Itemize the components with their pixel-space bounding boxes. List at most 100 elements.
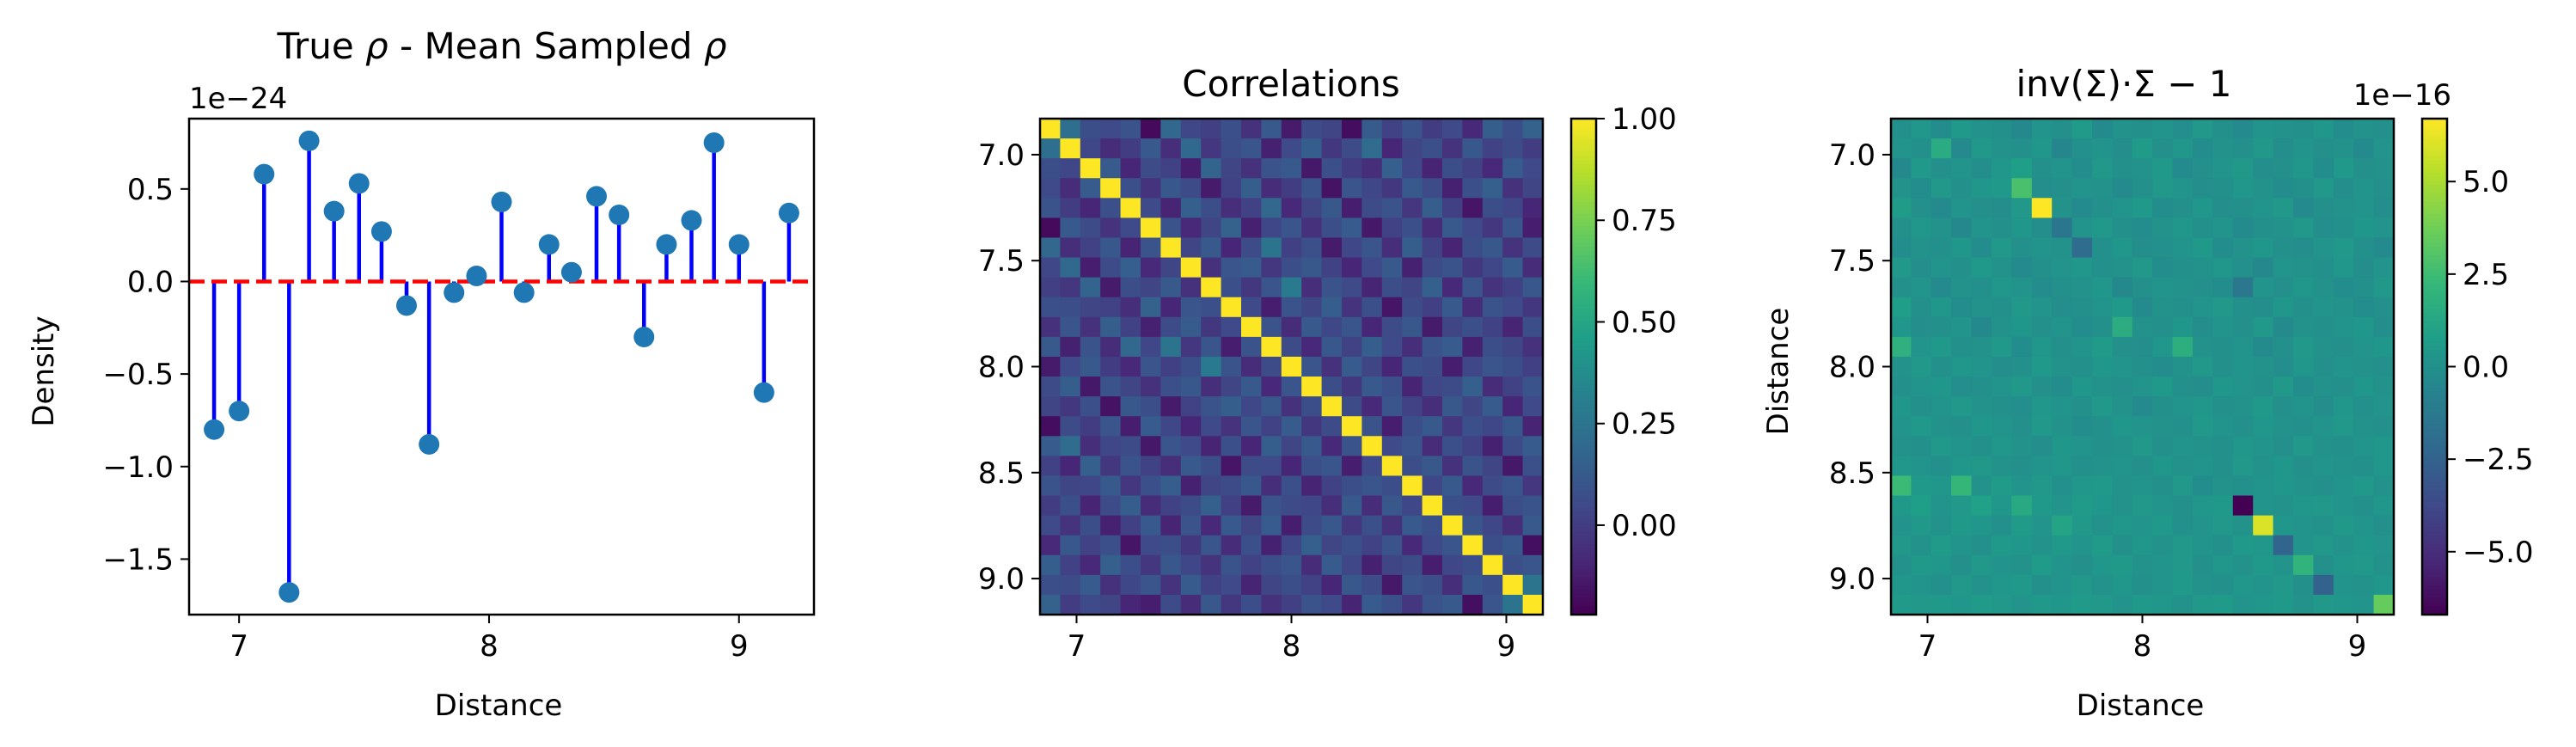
inverse-check-cell: [1971, 475, 1992, 497]
inverse-check-colorbar-segment: [2422, 540, 2447, 545]
inverse-check-cell: [2293, 297, 2314, 318]
correlations-cell: [1462, 237, 1484, 259]
inverse-check-colorbar-segment: [2422, 457, 2447, 462]
inverse-check-cell: [2152, 554, 2174, 576]
inverse-check-cell: [1911, 554, 1932, 576]
inverse-check-cell: [2172, 416, 2194, 437]
inverse-check-cell: [2253, 535, 2274, 556]
inverse-check-cell: [1930, 574, 1952, 596]
inverse-check-colorbar-segment: [2422, 181, 2447, 186]
correlations-cell: [1100, 554, 1122, 576]
inverse-check-cell: [2011, 198, 2033, 218]
correlations-cell: [1402, 535, 1423, 556]
correlations-cell: [1321, 316, 1343, 338]
correlations-cell: [1402, 515, 1423, 536]
inverse-check-cell: [1911, 336, 1932, 358]
inverse-check-cell: [2373, 475, 2395, 497]
inverse-check-cell: [1992, 316, 2012, 338]
inverse-check-cell: [2092, 297, 2113, 318]
correlations-colorbar-tick-label: 0.50: [1612, 305, 1677, 340]
correlations-cell: [1381, 475, 1403, 497]
correlations-cell: [1080, 178, 1101, 199]
correlations-cell: [1361, 316, 1383, 338]
inverse-check-colorbar-segment: [2422, 412, 2447, 417]
inverse-check-cell: [2112, 316, 2133, 338]
inverse-check-cell: [2071, 217, 2093, 239]
correlations-cell: [1281, 217, 1302, 239]
correlations-cell: [1422, 277, 1443, 298]
inverse-check-colorbar-segment: [2422, 590, 2447, 595]
correlations-colorbar-segment: [1571, 560, 1596, 566]
inverse-check-cell: [2313, 495, 2334, 517]
inverse-check-cell: [2293, 436, 2314, 456]
inverse-check-cell: [2293, 535, 2314, 556]
correlations-colorbar-segment: [1571, 375, 1596, 380]
inverse-check-colorbar-segment: [2422, 572, 2447, 579]
inverse-check-cell: [2273, 237, 2294, 259]
correlations-colorbar-segment: [1571, 412, 1596, 417]
correlations-cell: [1221, 297, 1242, 318]
inverse-check-colorbar-segment: [2422, 486, 2447, 492]
inverse-check-cell: [2293, 594, 2314, 615]
correlations-cell: [1321, 495, 1343, 517]
inverse-check-cell: [1992, 416, 2012, 437]
correlations-cell: [1141, 535, 1161, 556]
inverse-check-cell: [2071, 237, 2093, 259]
correlations-cell: [1141, 515, 1161, 536]
inverse-check-colorbar-segment: [2422, 131, 2447, 136]
correlations-cell: [1120, 475, 1141, 497]
correlations-cell: [1060, 356, 1081, 377]
correlations-colorbar-segment: [1571, 151, 1596, 156]
correlations-cell: [1402, 554, 1423, 576]
inverse-check-cell: [2333, 119, 2354, 139]
inverse-check-cell: [2052, 377, 2073, 397]
correlations-cell: [1321, 178, 1343, 199]
inverse-check-cell: [2132, 456, 2153, 477]
correlations-cell: [1381, 535, 1403, 556]
correlations-cell: [1281, 495, 1302, 517]
inverse-check-cell: [1992, 456, 2012, 477]
correlations-colorbar-segment: [1571, 176, 1596, 181]
inverse-check-cell: [2313, 535, 2334, 556]
inverse-check-cell: [2071, 456, 2093, 477]
correlations-cell: [1381, 574, 1403, 596]
inverse-check-cell: [2373, 257, 2395, 279]
inverse-check-cell: [2011, 515, 2033, 536]
inverse-check-cell: [2071, 198, 2093, 218]
correlations-cell: [1462, 198, 1484, 218]
inverse-check-cell: [2132, 535, 2153, 556]
correlations-cell: [1180, 495, 1202, 517]
correlations-cell: [1342, 356, 1362, 377]
inverse-check-cell: [2293, 574, 2314, 596]
correlations-cell: [1261, 119, 1282, 139]
inverse-check-colorbar-segment: [2422, 176, 2447, 181]
inverse-check-colorbar-segment: [2422, 577, 2447, 583]
inverse-check-cell: [1971, 416, 1992, 437]
correlations-cell: [1221, 356, 1242, 377]
correlations-cell: [1180, 515, 1202, 536]
correlations-cell: [1462, 217, 1484, 239]
stem-marker: [278, 582, 300, 603]
correlations-cell: [1080, 416, 1101, 437]
inverse-check-cell: [2071, 475, 2093, 497]
inverse-check-cell: [2193, 119, 2213, 139]
inverse-check-cell: [2193, 396, 2213, 417]
correlations-x-tick-label: 7: [1068, 629, 1086, 664]
inverse-check-colorbar-segment: [2422, 230, 2447, 236]
inverse-check-cell: [2212, 138, 2234, 159]
correlations-cell: [1261, 336, 1282, 358]
stem-marker: [419, 433, 440, 455]
inverse-check-cell: [2152, 594, 2174, 615]
correlations-cell: [1361, 574, 1383, 596]
stem-y-tick-label: 0.0: [127, 265, 174, 299]
inverse-check-cell: [1951, 217, 1973, 239]
inverse-check-cell: [2011, 119, 2033, 139]
correlations-cell: [1321, 119, 1343, 139]
correlations-cell: [1201, 416, 1222, 437]
inverse-check-cell: [2052, 436, 2073, 456]
inverse-check-cell: [2193, 277, 2213, 298]
correlations-panel: Correlations 7 8 97.07.58.08.59.0 1.000.75…: [978, 63, 1677, 664]
inverse-check-cell: [2353, 138, 2375, 159]
inverse-check-cell: [2132, 198, 2153, 218]
correlations-cell: [1120, 178, 1141, 199]
